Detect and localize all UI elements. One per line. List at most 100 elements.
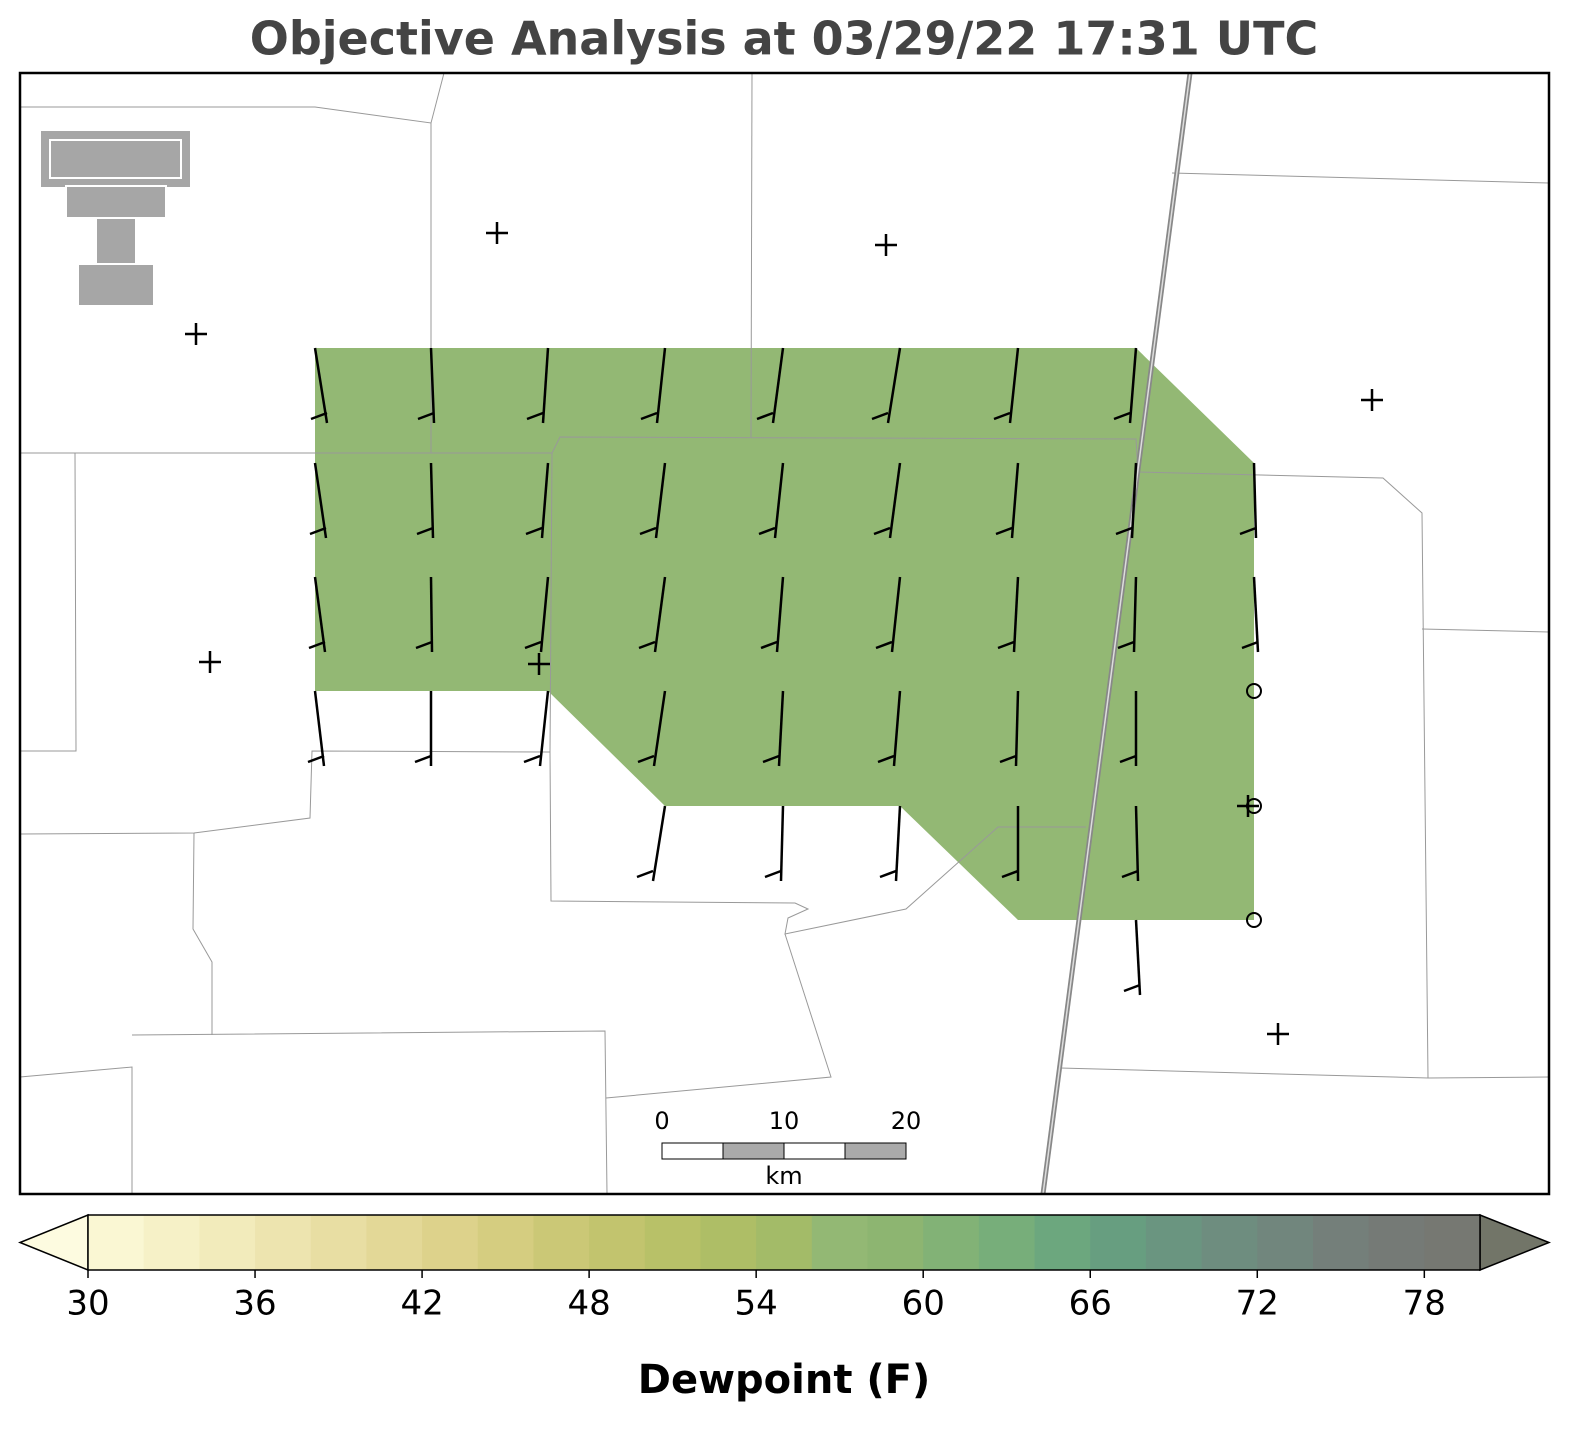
barb-flag	[414, 754, 432, 764]
colorbar-bin	[1145, 1215, 1203, 1270]
barb-flag	[758, 526, 776, 536]
map: 0 10 20 km	[18, 71, 1551, 1196]
barb-staff	[538, 690, 550, 767]
barb-staff	[771, 347, 785, 424]
colorbar-bin	[700, 1215, 757, 1270]
barb-staff	[652, 690, 667, 767]
colorbar-tick-label: 72	[1236, 1284, 1279, 1324]
barb-flag	[524, 640, 542, 650]
barb-staff	[653, 576, 667, 653]
scale-segment	[722, 1142, 785, 1160]
colorbar-bin	[1424, 1215, 1481, 1270]
dewpoint-region	[315, 348, 1254, 920]
barb-flag	[879, 869, 897, 879]
barb-flag	[997, 640, 1015, 650]
barb-flag	[877, 754, 895, 764]
stations	[185, 222, 1383, 1045]
barb-flag	[871, 411, 889, 421]
barb-staff	[540, 462, 550, 539]
colorbar-frame	[87, 1214, 1481, 1271]
barb-staff	[313, 576, 327, 653]
colorbar-tick-label: 36	[233, 1284, 276, 1324]
barb-staff	[1252, 576, 1260, 653]
colorbar-bin	[143, 1215, 200, 1270]
station-plus	[1267, 1023, 1289, 1045]
barb-flag	[999, 754, 1017, 764]
barb-staff	[429, 347, 436, 424]
barb-flag	[637, 754, 655, 764]
colorbar-tick-label: 54	[735, 1284, 778, 1324]
barb-staff	[775, 576, 785, 653]
colorbar-label: Dewpoint (F)	[638, 1357, 931, 1403]
barb-staff	[651, 805, 667, 882]
barb-staff	[892, 690, 902, 767]
scale-segment	[661, 1142, 724, 1160]
colorbar-tick-label: 42	[400, 1284, 443, 1324]
barb-staff	[429, 462, 435, 539]
colorbar-bin	[1201, 1215, 1258, 1270]
colorbar-bin	[867, 1215, 924, 1270]
barb-flag	[762, 754, 780, 764]
barb-flag	[1121, 869, 1139, 879]
logo	[41, 131, 190, 307]
colorbar-bin	[811, 1215, 869, 1270]
barb-flag	[525, 526, 543, 536]
colorbar-bin	[199, 1215, 256, 1270]
scale-segment	[844, 1142, 907, 1160]
barb-flag	[523, 754, 541, 764]
barb-flag	[1119, 754, 1137, 764]
barb-staff	[1008, 347, 1020, 424]
barb-flag	[307, 754, 325, 764]
barb-staff	[539, 576, 550, 653]
colorbar-tick-label: 78	[1403, 1284, 1446, 1324]
barb-flag	[756, 411, 774, 421]
barb-flag	[1117, 640, 1135, 650]
station-circle	[1246, 912, 1262, 928]
colorbar-bin	[477, 1215, 534, 1270]
barb-flag	[1239, 526, 1257, 536]
barb-staff	[1128, 347, 1138, 424]
barb-flag	[639, 526, 657, 536]
barb-staff	[779, 805, 785, 882]
barb-flag	[1241, 640, 1259, 650]
colorbar-bin	[923, 1215, 980, 1270]
barb-staff	[654, 462, 667, 539]
barb-flag	[995, 526, 1013, 536]
barb-staff	[890, 576, 902, 653]
station-circle	[1246, 798, 1262, 814]
scale-bar: 0 10 20 km	[654, 1107, 921, 1190]
barb-flag	[416, 526, 434, 536]
colorbar-bin	[1257, 1215, 1314, 1270]
barb-staff	[894, 805, 902, 882]
barb-staff	[1014, 690, 1020, 767]
barb-staff	[1010, 462, 1020, 539]
colorbar-bin	[589, 1215, 646, 1270]
barb-flag	[308, 640, 326, 650]
highway	[1040, 72, 1193, 1195]
barb-flag	[873, 526, 891, 536]
colorbar-tick-label: 66	[1069, 1284, 1112, 1324]
chart-title: Objective Analysis at 03/29/22 17:31 UTC	[250, 12, 1319, 66]
station-plus	[528, 653, 550, 675]
barb-staff	[777, 690, 785, 767]
barb-flag	[1001, 869, 1019, 879]
colorbar-bin	[644, 1215, 701, 1270]
colorbar-bin	[1312, 1215, 1370, 1270]
barb-flag	[875, 640, 893, 650]
barb-staff	[773, 462, 785, 539]
colorbar-bin	[1368, 1215, 1425, 1270]
colorbar-bin	[255, 1215, 312, 1270]
map-frame	[18, 71, 1551, 1196]
barb-flag	[417, 411, 435, 421]
barb-flag	[1115, 526, 1133, 536]
barb-flag	[526, 411, 544, 421]
barb-staff	[1130, 462, 1138, 539]
scale-label: 0	[654, 1107, 669, 1135]
colorbar: 30 36 42 48 54 60 66 72 78	[17, 1213, 1552, 1324]
colorbar-bin	[1090, 1215, 1147, 1270]
county-borders	[19, 72, 1550, 1195]
barb-flag	[638, 640, 656, 650]
barb-staff	[429, 576, 434, 653]
barb-flag	[993, 411, 1011, 421]
